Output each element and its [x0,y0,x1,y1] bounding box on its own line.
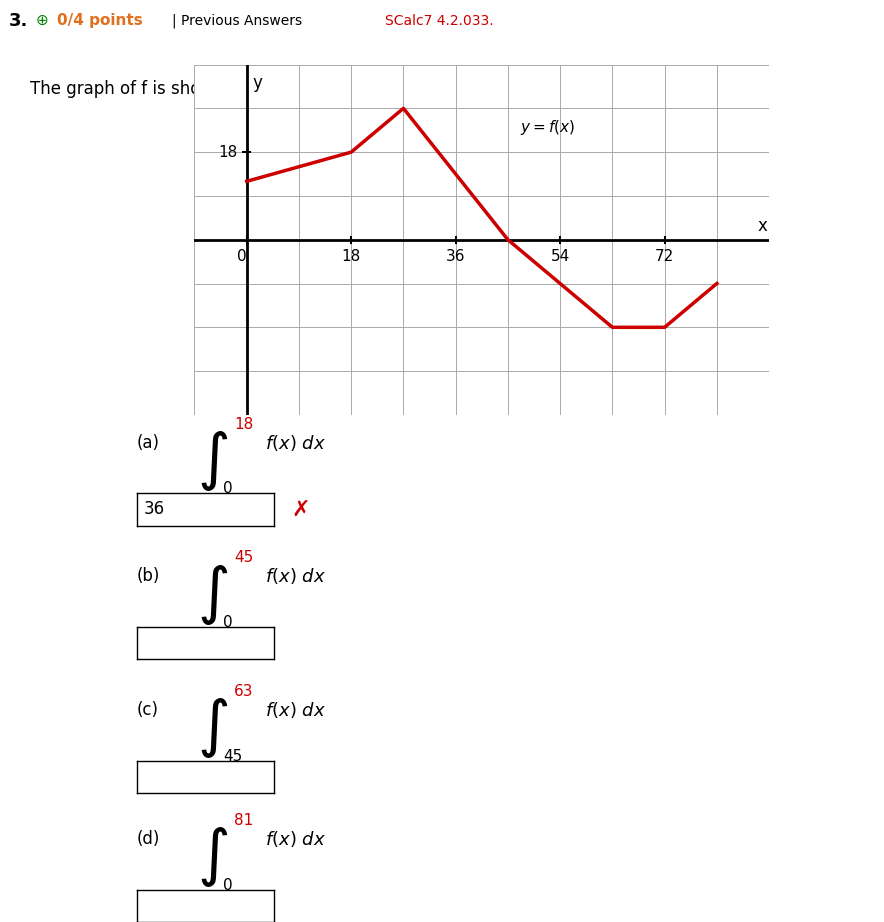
Text: $f(x)\ dx$: $f(x)\ dx$ [265,829,326,849]
Text: 0/4 points: 0/4 points [57,13,143,29]
Text: 45: 45 [234,550,254,565]
Text: 63: 63 [234,684,254,699]
Text: 36: 36 [144,501,165,518]
Text: ⊕: ⊕ [35,13,48,29]
Text: $f(x)\ dx$: $f(x)\ dx$ [265,432,326,453]
Text: 81: 81 [234,813,254,828]
Text: $\int$: $\int$ [196,429,228,493]
Text: $y = f(x)$: $y = f(x)$ [520,118,575,137]
Text: | Previous Answers: | Previous Answers [172,14,302,28]
Text: ✗: ✗ [292,500,310,520]
Text: y: y [253,75,263,92]
Text: 45: 45 [223,749,242,763]
Text: 0: 0 [237,250,247,265]
Text: $f(x)\ dx$: $f(x)\ dx$ [265,566,326,586]
Text: 18: 18 [234,417,254,431]
Text: 72: 72 [655,250,674,265]
Text: 0: 0 [223,481,232,496]
Text: 54: 54 [551,250,570,265]
Text: (a): (a) [137,433,160,452]
Text: The graph of f is shown. Evaluate each integral by interpreting it in terms of a: The graph of f is shown. Evaluate each i… [30,80,719,99]
Text: 36: 36 [446,250,465,265]
Text: $\int$: $\int$ [196,562,228,627]
Text: (d): (d) [137,830,160,848]
Text: $\int$: $\int$ [196,825,228,890]
Text: SCalc7 4.2.033.: SCalc7 4.2.033. [385,14,493,28]
Text: 18: 18 [341,250,361,265]
Text: 0: 0 [223,615,232,630]
Text: 0: 0 [223,878,232,892]
Text: 3.: 3. [9,12,28,30]
Text: $\int$: $\int$ [196,696,228,761]
Text: $f(x)\ dx$: $f(x)\ dx$ [265,700,326,720]
Text: x: x [758,217,767,235]
Text: (b): (b) [137,567,160,585]
Text: (c): (c) [137,701,159,719]
Text: 18: 18 [218,145,238,160]
